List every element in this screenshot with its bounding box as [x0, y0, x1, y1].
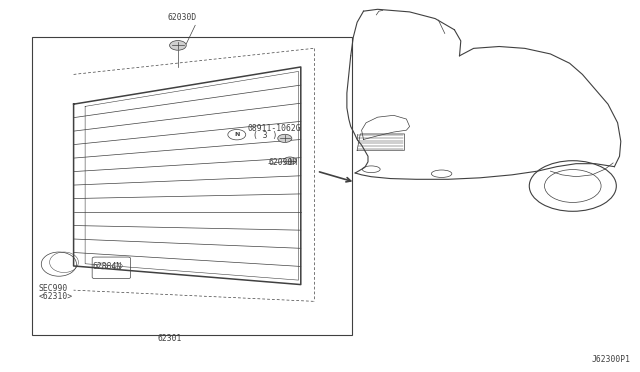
- Text: ( 3 ): ( 3 ): [253, 131, 277, 140]
- Bar: [32, 37, 352, 335]
- Circle shape: [278, 134, 292, 142]
- Circle shape: [170, 41, 186, 50]
- Text: SEC990: SEC990: [38, 284, 68, 293]
- Text: 08911-1062G: 08911-1062G: [248, 124, 301, 133]
- Text: J62300P1: J62300P1: [591, 355, 630, 364]
- Text: 62301: 62301: [157, 334, 182, 343]
- Circle shape: [284, 157, 296, 164]
- Text: N: N: [234, 132, 239, 137]
- Text: <62310>: <62310>: [38, 292, 72, 301]
- Text: 62030D: 62030D: [168, 13, 197, 22]
- Text: 62884N: 62884N: [93, 262, 122, 271]
- Text: 62030H: 62030H: [269, 158, 298, 167]
